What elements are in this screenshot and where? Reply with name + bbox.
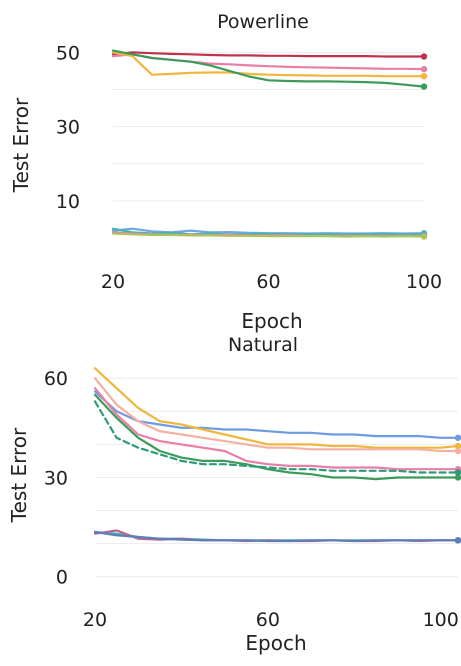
powerline-series-end-marker <box>420 53 428 60</box>
natural-series-line <box>93 400 460 474</box>
natural-series-line <box>93 377 460 453</box>
powerline-series-line <box>111 232 426 238</box>
powerline-x-axis-label: Epoch <box>241 309 302 333</box>
natural-x-axis-label: Epoch <box>245 631 306 655</box>
natural-series <box>93 367 461 544</box>
natural-x-tick-label: 100 <box>423 609 459 631</box>
natural-y-tick-label: 30 <box>44 467 68 489</box>
natural-x-tick-label: 60 <box>256 609 280 631</box>
powerline-gridlines <box>113 51 424 202</box>
natural-series-end-marker <box>454 447 461 455</box>
natural-series-line <box>93 387 460 471</box>
powerline-x-tick-label: 100 <box>406 271 442 293</box>
powerline-y-axis-label: Test Error <box>9 97 33 193</box>
natural-y-tick-label: 60 <box>44 368 68 390</box>
powerline-y-tick-label: 50 <box>56 42 80 64</box>
natural-series-end-marker <box>454 442 461 450</box>
powerline-panel: Powerline 10 30 50 20 60 100 Test Error Epoc… <box>9 11 442 333</box>
powerline-series <box>111 49 428 240</box>
powerline-y-tick-label: 10 <box>56 191 80 213</box>
powerline-series-line <box>111 51 426 78</box>
natural-panel: Natural 0 30 60 20 60 100 Test Error Epoch <box>7 334 461 655</box>
powerline-x-tick-label: 20 <box>101 271 125 293</box>
powerline-series-end-marker <box>420 65 428 73</box>
natural-y-ticks: 0 30 60 <box>44 368 68 588</box>
natural-series-end-marker <box>454 537 461 544</box>
natural-series-line <box>93 393 460 481</box>
powerline-x-ticks: 20 60 100 <box>101 271 442 293</box>
natural-title: Natural <box>228 334 298 356</box>
powerline-series-end-marker <box>420 83 428 90</box>
natural-series-end-marker <box>454 434 461 441</box>
powerline-series-line <box>111 227 426 236</box>
powerline-title: Powerline <box>217 11 309 33</box>
powerline-series-end-marker <box>420 72 428 80</box>
natural-gridlines <box>95 377 458 578</box>
powerline-x-tick-label: 60 <box>256 271 280 293</box>
natural-y-axis-label: Test Error <box>7 427 31 523</box>
natural-series-end-marker <box>454 469 461 476</box>
powerline-series-end-marker <box>420 233 428 240</box>
natural-x-ticks: 20 60 100 <box>83 609 459 631</box>
natural-series-line <box>93 390 460 439</box>
powerline-y-tick-label: 30 <box>56 117 80 139</box>
powerline-series-line <box>111 49 426 88</box>
natural-series-end-marker <box>454 474 461 481</box>
natural-x-tick-label: 20 <box>83 609 107 631</box>
natural-y-tick-label: 0 <box>56 567 68 589</box>
natural-series-line <box>93 530 460 543</box>
natural-series-line <box>93 367 460 449</box>
powerline-series-line <box>111 51 426 58</box>
powerline-y-ticks: 10 30 50 <box>56 42 80 212</box>
